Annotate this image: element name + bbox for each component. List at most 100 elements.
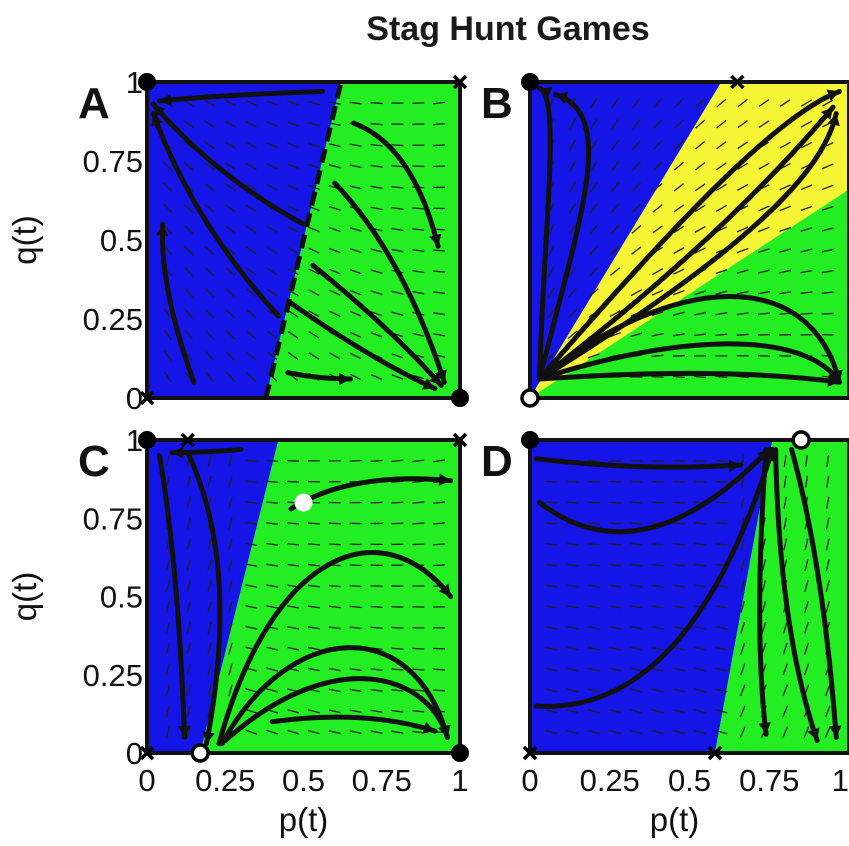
trajectory	[537, 294, 842, 385]
saddle-point-marker	[180, 432, 195, 448]
trajectory	[216, 550, 454, 747]
trajectory-arrowhead	[202, 731, 215, 744]
stable-point-marker	[451, 389, 469, 407]
trajectory-arrowhead	[434, 369, 447, 383]
trajectory-arrowhead	[429, 233, 442, 247]
panel-letter: D	[481, 437, 513, 486]
x-tick-label: 0.75	[352, 763, 412, 798]
panel-frame	[528, 438, 849, 755]
stable-point-marker	[451, 744, 469, 762]
trajectory	[351, 120, 441, 249]
stable-point-marker	[138, 431, 156, 449]
panel-frame	[145, 438, 462, 755]
panel-A: A 0 0.25 0.5 0.75 1 q(t)	[6, 65, 469, 416]
white-dot-marker	[294, 493, 313, 512]
trajectory	[537, 446, 772, 535]
y-tick-label: 0.25	[83, 658, 143, 693]
trajectory-arrowhead	[827, 113, 840, 127]
trajectory-arrowhead	[438, 583, 451, 597]
trajectory-arrowhead	[826, 89, 840, 102]
saddle-point-marker	[452, 432, 468, 448]
trajectory	[157, 453, 188, 740]
saddle-point-marker	[730, 74, 745, 90]
trajectory	[185, 450, 223, 747]
y-tick-label: 1	[126, 65, 143, 100]
direction-field	[545, 97, 834, 381]
trajectory	[219, 645, 450, 747]
trajectory	[757, 446, 769, 737]
trajectory	[150, 111, 281, 319]
trajectory-arrowhead	[827, 374, 840, 387]
region-yellow	[530, 82, 849, 398]
y-tick-label: 0.5	[100, 580, 143, 615]
trajectory-arrowhead	[422, 721, 435, 734]
trajectory-arrowhead	[728, 459, 741, 472]
trajectory-arrowhead	[820, 107, 834, 121]
panel-letter: A	[78, 79, 110, 128]
region-green	[200, 440, 460, 753]
y-axis-label: q(t)	[6, 572, 43, 622]
trajectory	[533, 446, 775, 709]
saddle-point-marker	[707, 745, 723, 761]
x-tick-label: 0.5	[668, 763, 711, 798]
trajectory	[537, 88, 842, 382]
x-axis-label: p(t)	[650, 801, 700, 838]
trajectory	[310, 262, 444, 388]
trajectory	[222, 676, 450, 743]
trajectory-arrowhead	[438, 724, 451, 738]
trajectory	[159, 221, 197, 385]
panel-B: B	[481, 73, 849, 408]
unstable-point-marker	[791, 430, 811, 450]
x-tick-label: 0.25	[580, 763, 640, 798]
direction-field	[545, 454, 831, 738]
trajectory-arrowhead	[172, 446, 184, 459]
trajectory	[332, 180, 447, 385]
trajectory	[537, 104, 836, 382]
trajectory-arrowhead	[153, 104, 166, 117]
trajectory	[533, 456, 744, 470]
saddle-point-marker	[139, 745, 155, 761]
region-blue	[530, 440, 773, 753]
unstable-point-marker	[190, 743, 210, 763]
trajectory-arrowhead	[155, 224, 169, 236]
y-tick-label: 0.25	[83, 302, 143, 337]
trajectory	[157, 88, 325, 104]
panel-letter: C	[78, 437, 110, 486]
panel-frame	[145, 80, 462, 400]
trajectory	[288, 300, 438, 392]
y-tick-label: 0.75	[83, 144, 143, 179]
y-tick-label: 0	[126, 736, 143, 771]
trajectory-arrowhead	[151, 113, 164, 127]
trajectory-arrowhead	[159, 93, 172, 107]
stable-point-marker	[521, 431, 539, 449]
region-green	[715, 440, 849, 753]
saddle-point-marker	[522, 745, 538, 761]
trajectory-arrowhead	[177, 725, 191, 738]
unstable-point-marker	[520, 388, 540, 408]
trajectory	[269, 714, 438, 734]
trajectory-arrowhead	[829, 725, 842, 738]
x-tick-label: 0	[521, 763, 538, 798]
region-blue	[147, 82, 342, 398]
panel-frame	[528, 80, 849, 400]
x-tick-label: 0.25	[195, 763, 255, 798]
trajectory-arrowhead	[807, 727, 820, 741]
panel-D: D 0 0.25 0.5 0.75 1 p(t)	[481, 430, 849, 838]
trajectory-arrowhead	[539, 87, 553, 99]
trajectory-arrowhead	[339, 372, 351, 386]
panel-letter: B	[481, 79, 513, 128]
x-tick-label: 0.75	[739, 763, 799, 798]
y-tick-label: 0	[126, 381, 143, 416]
x-tick-label: 0	[138, 763, 155, 798]
saddle-point-marker	[139, 390, 155, 406]
separatrix-line	[263, 82, 344, 398]
x-axis-label: p(t)	[279, 801, 329, 838]
trajectory	[537, 92, 592, 382]
trajectory-arrowhead	[429, 372, 442, 386]
trajectory	[537, 85, 553, 382]
y-axis-label: q(t)	[6, 215, 43, 265]
figure-title: Stag Hunt Games	[366, 10, 649, 48]
trajectory	[537, 370, 842, 385]
